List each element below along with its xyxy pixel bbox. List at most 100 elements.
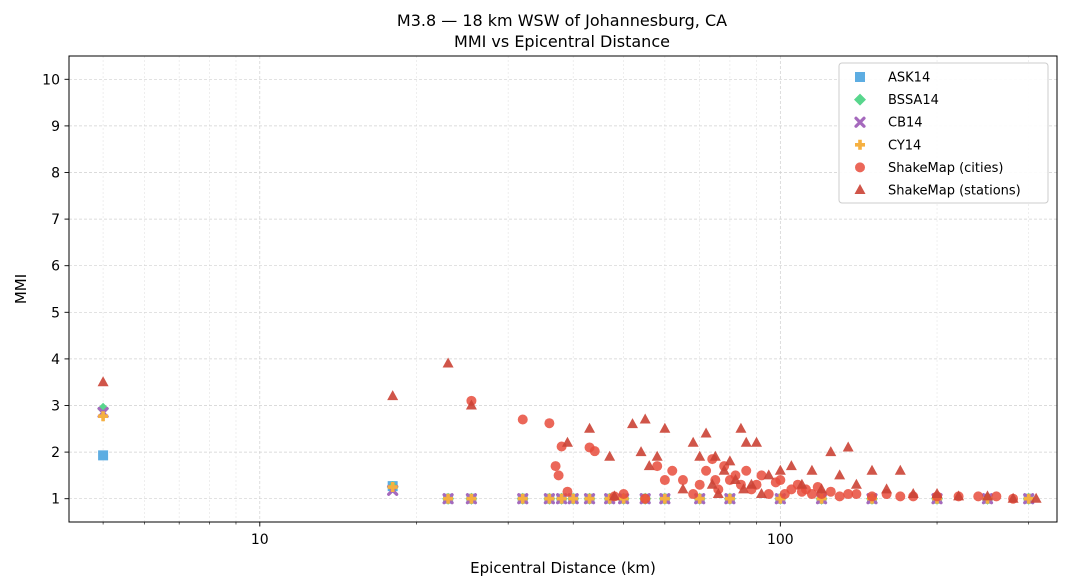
y-tick-label: 9 bbox=[51, 119, 60, 135]
data-point bbox=[796, 478, 808, 489]
data-point bbox=[806, 489, 817, 500]
data-point bbox=[694, 493, 705, 504]
data-point bbox=[659, 422, 671, 433]
y-tick-label: 3 bbox=[51, 399, 60, 415]
data-point bbox=[98, 411, 109, 422]
data-point bbox=[806, 464, 818, 475]
data-point bbox=[724, 493, 735, 504]
data-point bbox=[667, 465, 678, 476]
data-point bbox=[604, 450, 616, 461]
legend-label: ShakeMap (stations) bbox=[888, 184, 1021, 199]
legend-marker bbox=[854, 116, 866, 128]
data-point bbox=[627, 418, 639, 429]
data-point bbox=[387, 482, 398, 493]
data-point bbox=[825, 446, 837, 457]
legend-marker bbox=[855, 139, 865, 150]
legend-label: CY14 bbox=[888, 138, 921, 153]
data-point bbox=[866, 464, 878, 475]
data-point bbox=[556, 493, 567, 504]
data-point bbox=[850, 478, 862, 489]
data-point bbox=[639, 413, 651, 424]
data-point bbox=[718, 464, 730, 475]
legend-label: ShakeMap (cities) bbox=[888, 161, 1003, 176]
data-point bbox=[562, 486, 573, 497]
y-tick-label: 2 bbox=[51, 445, 60, 461]
data-point bbox=[694, 450, 706, 461]
data-point bbox=[584, 493, 595, 504]
data-point bbox=[97, 402, 110, 415]
data-point bbox=[751, 436, 763, 447]
y-tick-label: 6 bbox=[51, 259, 60, 275]
data-point bbox=[709, 450, 721, 461]
x-axis-label: Epicentral Distance (km) bbox=[470, 559, 656, 577]
data-point bbox=[756, 470, 767, 481]
legend-frame bbox=[838, 62, 1049, 204]
data-point bbox=[894, 464, 906, 475]
y-tick-label: 8 bbox=[51, 166, 60, 182]
data-point bbox=[694, 479, 705, 490]
axis-ticks: 10 100 1 2 3 4 5 6 7 8 9 10 bbox=[42, 72, 1030, 548]
data-point bbox=[991, 491, 1002, 502]
legend-label: BSSA14 bbox=[888, 93, 939, 108]
data-point bbox=[544, 493, 555, 504]
data-point bbox=[907, 488, 919, 499]
data-point bbox=[97, 376, 109, 387]
data-point bbox=[98, 450, 109, 461]
x-tick-label: 10 bbox=[251, 532, 269, 548]
data-point bbox=[677, 475, 688, 486]
data-point bbox=[677, 483, 689, 494]
data-point bbox=[608, 490, 620, 501]
data-point bbox=[706, 478, 718, 489]
data-points bbox=[97, 357, 1042, 505]
data-point bbox=[953, 490, 965, 501]
data-point bbox=[741, 465, 752, 476]
data-point bbox=[700, 427, 712, 438]
data-point bbox=[701, 465, 712, 476]
y-tick-label: 7 bbox=[51, 212, 60, 228]
data-point bbox=[651, 450, 663, 461]
data-point bbox=[387, 390, 399, 401]
data-point bbox=[465, 399, 477, 410]
data-point bbox=[659, 493, 670, 504]
data-point bbox=[834, 491, 845, 502]
legend-label: CB14 bbox=[888, 116, 923, 131]
data-point bbox=[443, 493, 454, 504]
data-point bbox=[640, 493, 651, 504]
legend-marker bbox=[854, 184, 866, 194]
data-point bbox=[763, 469, 775, 480]
data-point bbox=[735, 422, 747, 433]
data-point bbox=[729, 474, 741, 485]
series-4 bbox=[466, 395, 1019, 504]
data-point bbox=[973, 491, 984, 502]
chart-title: M3.8 — 18 km WSW of Johannesburg, CA bbox=[397, 11, 727, 30]
data-point bbox=[618, 489, 629, 500]
data-point bbox=[466, 493, 477, 504]
chart-subtitle: MMI vs Epicentral Distance bbox=[454, 32, 670, 51]
data-point bbox=[825, 486, 836, 497]
plot-frame bbox=[68, 55, 1058, 523]
y-axis-label: MMI bbox=[12, 274, 30, 304]
data-point bbox=[763, 489, 774, 500]
data-point bbox=[724, 455, 736, 466]
data-point bbox=[584, 422, 596, 433]
data-point bbox=[843, 489, 854, 500]
data-point bbox=[981, 490, 993, 501]
data-point bbox=[553, 470, 564, 481]
data-point bbox=[688, 489, 699, 500]
data-point bbox=[712, 488, 724, 499]
data-point bbox=[867, 491, 878, 502]
data-point bbox=[1023, 493, 1034, 504]
data-point bbox=[931, 488, 943, 499]
y-tick-label: 1 bbox=[51, 492, 60, 508]
data-point bbox=[1007, 492, 1019, 503]
x-tick-label: 100 bbox=[767, 532, 794, 548]
data-point bbox=[643, 460, 655, 471]
data-point bbox=[635, 446, 647, 457]
data-point bbox=[755, 488, 767, 499]
data-point bbox=[687, 436, 699, 447]
data-point bbox=[775, 475, 786, 486]
data-point bbox=[550, 461, 561, 472]
legend: ASK14 BSSA14 CB14 CY14 ShakeMap (cities) Shak… bbox=[838, 62, 1049, 204]
data-point bbox=[442, 357, 454, 368]
